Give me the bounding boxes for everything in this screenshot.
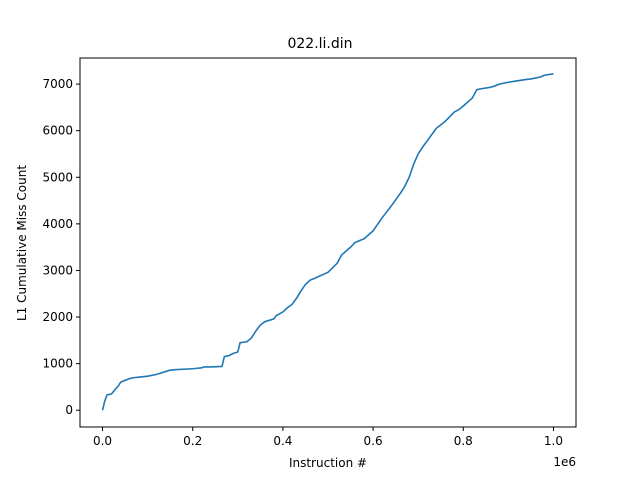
x-tick-label: 0.4 bbox=[273, 434, 292, 448]
y-tick-label: 4000 bbox=[42, 217, 73, 231]
x-tick-label: 0.2 bbox=[183, 434, 202, 448]
x-axis: 0.0 0.2 0.4 0.6 0.8 1.0 bbox=[93, 427, 563, 448]
x-tick-label: 0.8 bbox=[454, 434, 473, 448]
x-tick-label: 0.6 bbox=[364, 434, 383, 448]
x-axis-label: Instruction # bbox=[289, 456, 367, 470]
y-axis-label: L1 Cumulative Miss Count bbox=[15, 165, 29, 321]
y-tick-label: 7000 bbox=[42, 77, 73, 91]
chart-title: 022.li.din bbox=[287, 36, 352, 52]
y-tick-label: 5000 bbox=[42, 170, 73, 184]
series-line bbox=[101, 73, 554, 411]
y-tick-label: 6000 bbox=[42, 124, 73, 138]
plot-area bbox=[101, 73, 554, 411]
y-tick-label: 1000 bbox=[42, 357, 73, 371]
x-axis-offset-label: 1e6 bbox=[553, 455, 576, 469]
x-tick-label: 0.0 bbox=[93, 434, 112, 448]
y-tick-label: 0 bbox=[65, 403, 73, 417]
axes-frame bbox=[79, 57, 577, 428]
y-tick-label: 3000 bbox=[42, 263, 73, 277]
x-tick-label: 1.0 bbox=[544, 434, 563, 448]
y-tick-label: 2000 bbox=[42, 310, 73, 324]
y-axis: 0 1000 2000 3000 4000 5000 6000 7000 bbox=[42, 77, 80, 417]
